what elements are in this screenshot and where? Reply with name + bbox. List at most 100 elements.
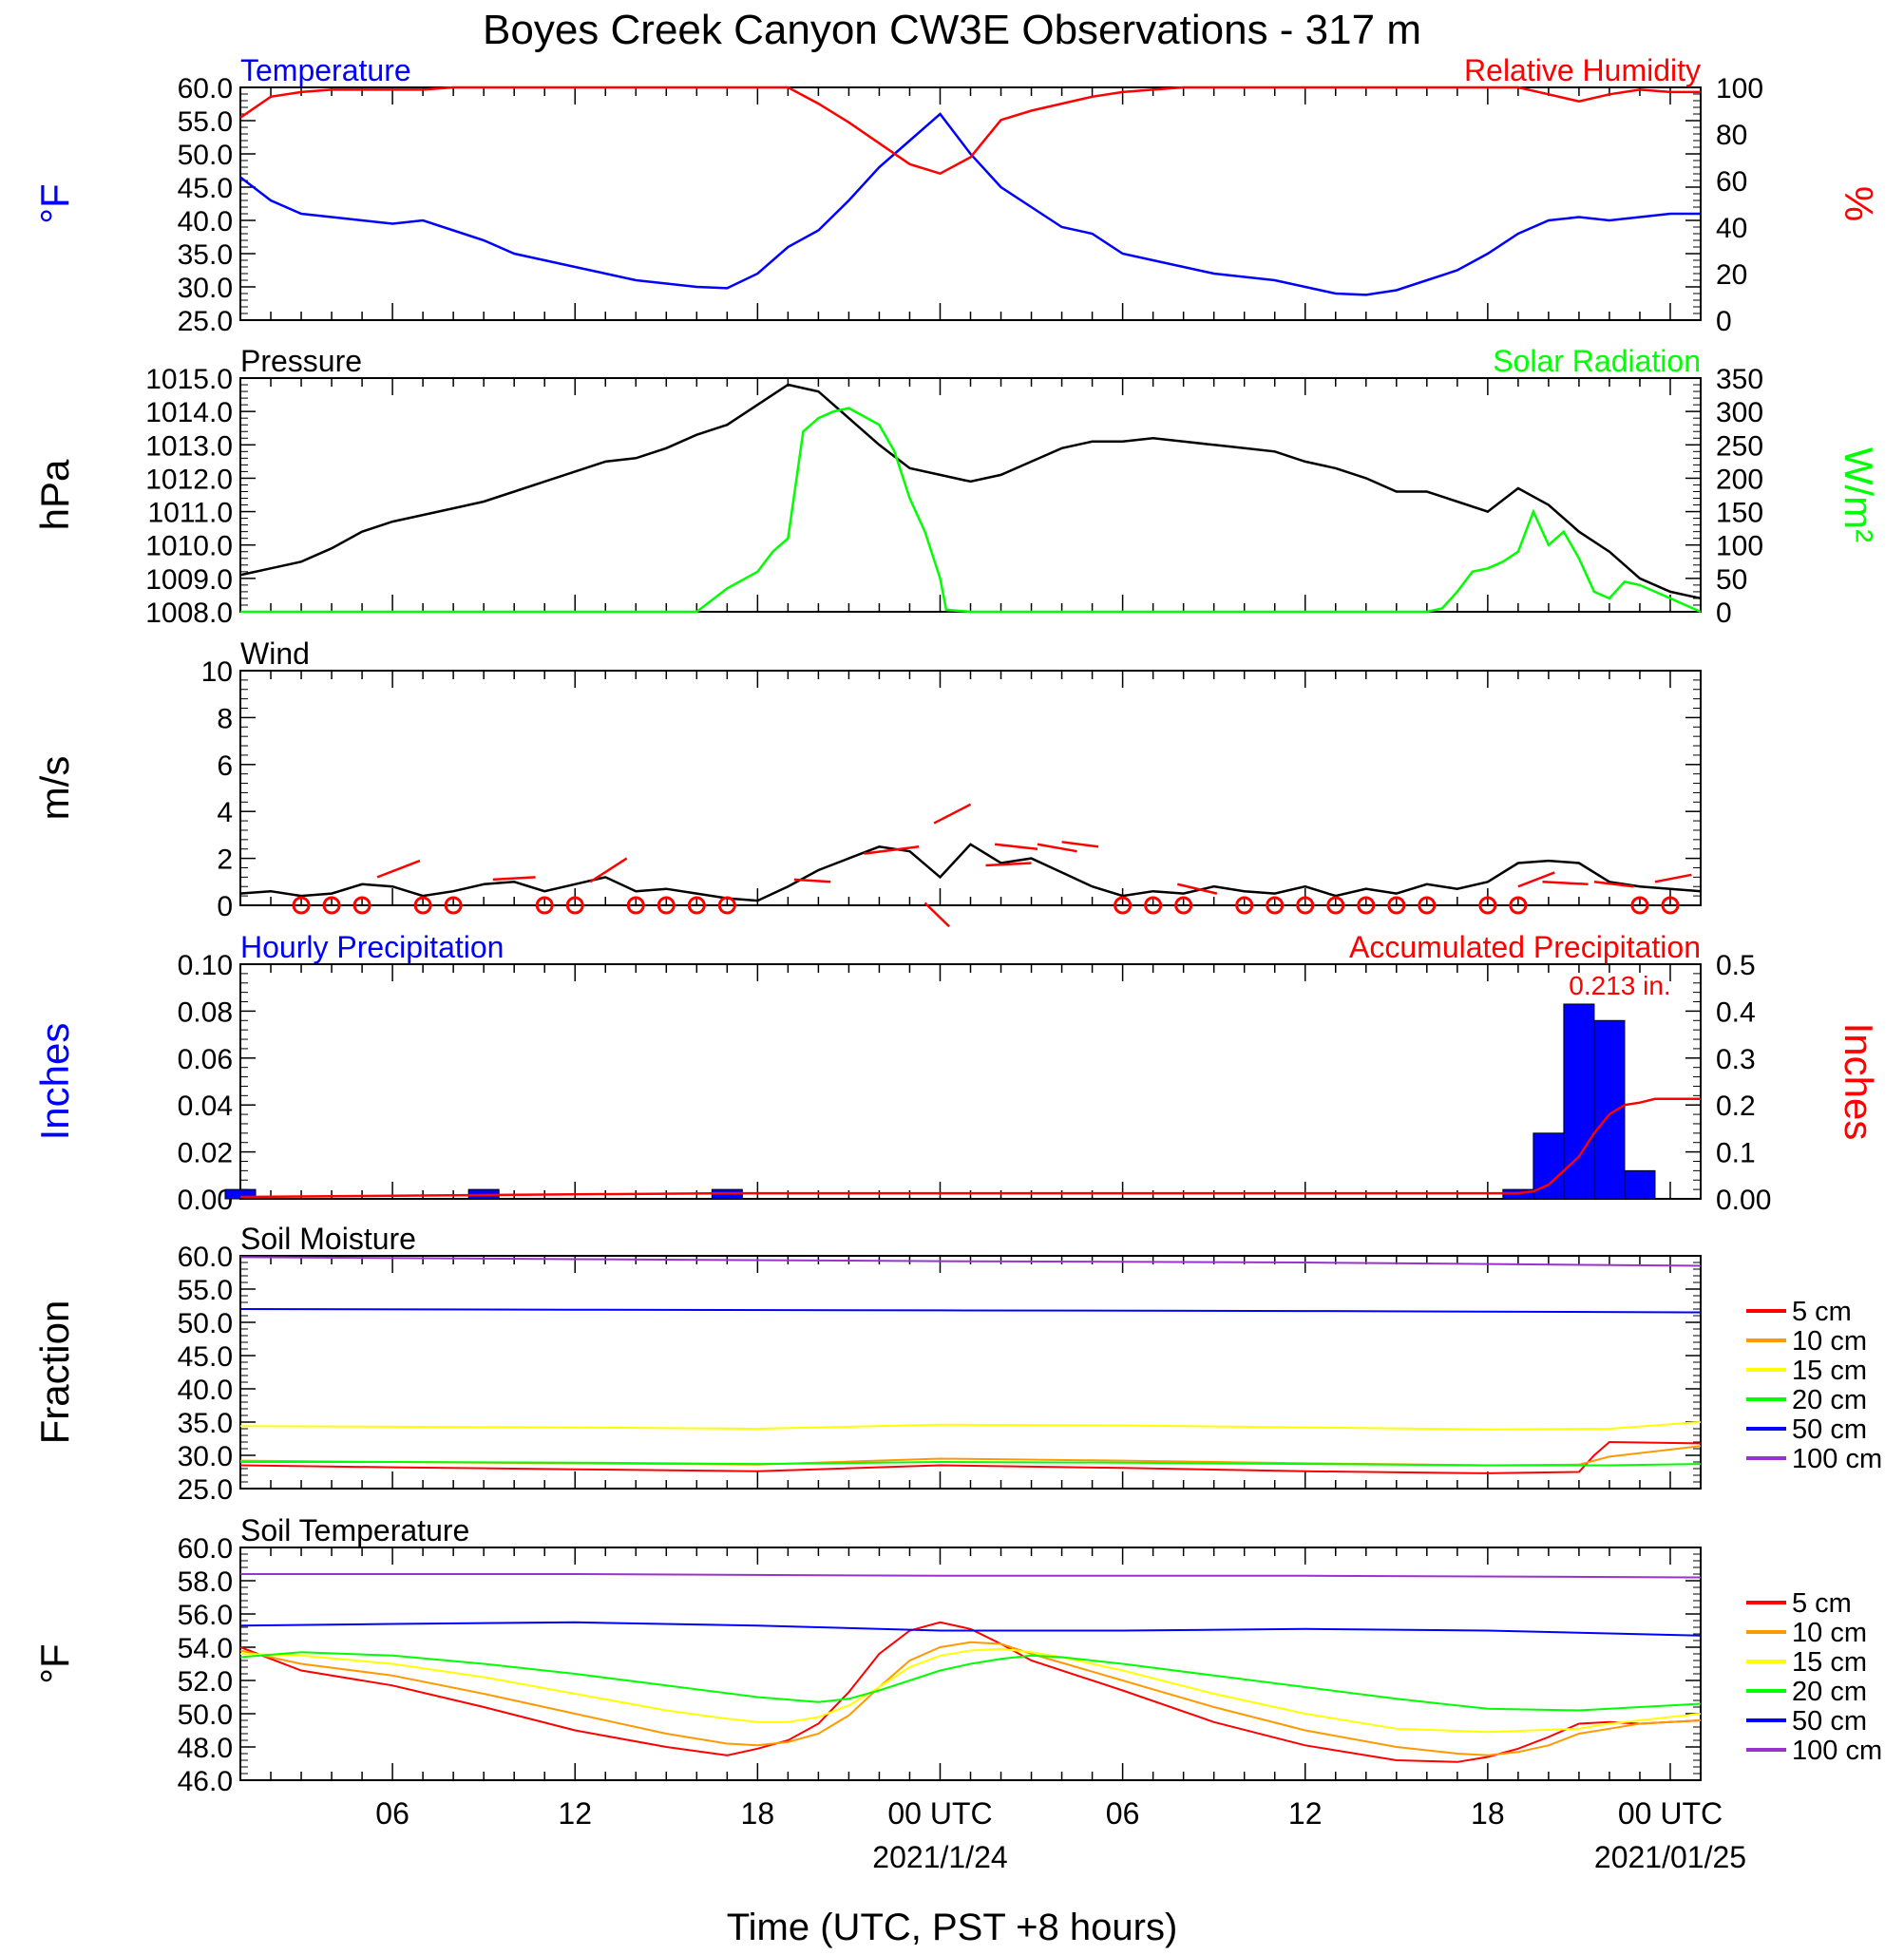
calm-wind-marker <box>535 896 554 915</box>
y-tick-label-right: 0 <box>1716 306 1732 337</box>
y-tick-label-left: 60.0 <box>178 1533 233 1565</box>
y-tick-label-right: 350 <box>1716 364 1763 395</box>
precip-bar <box>1624 1169 1656 1200</box>
series-line <box>240 1573 1702 1579</box>
wind-barb <box>1593 881 1634 888</box>
calm-wind-marker <box>626 896 645 915</box>
y-axis-label-left: °F <box>32 1643 77 1683</box>
panel-temp_rh: 60.055.050.045.040.035.030.025.0 100 80 60 4… <box>32 53 1881 337</box>
legend-label: 100 cm <box>1792 1736 1882 1766</box>
panel-soil_moisture: 60.055.050.045.040.035.030.025.0 Soil Moi… <box>32 1222 1882 1506</box>
y-tick-label-left: 56.0 <box>178 1600 233 1631</box>
series-line <box>239 1421 1702 1431</box>
y-tick-label-right: 20 <box>1716 259 1747 291</box>
panel-precip: 0.10 0.08 0.06 0.04 0.02 0.00 0.5 0.4 0.3 0.2 0.1 0… <box>32 930 1881 1216</box>
legend-label: 10 cm <box>1792 1326 1867 1357</box>
panels-group: 60.055.050.045.040.035.030.025.010080604… <box>32 53 1882 1874</box>
wind-barb <box>1037 843 1077 853</box>
wind-barb <box>492 876 536 882</box>
calm-wind-marker <box>1630 896 1649 915</box>
y-tick-label-left: 1015.0 <box>145 364 233 395</box>
y-tick-label-right: 0 <box>1716 598 1732 629</box>
y-axis-label-right: Inches <box>1837 1023 1881 1141</box>
legend-label: 5 cm <box>1792 1588 1852 1619</box>
y-axis-label-left: m/s <box>32 756 77 821</box>
y-tick-label-left: 52.0 <box>178 1666 233 1698</box>
calm-wind-marker <box>444 896 463 915</box>
legend-label: 20 cm <box>1792 1385 1867 1415</box>
legend-label: 50 cm <box>1792 1414 1867 1445</box>
y-tick-label-right: 100 <box>1716 73 1763 104</box>
calm-wind-marker <box>1114 896 1133 915</box>
y-tick-label-right: 0.00 <box>1716 1185 1771 1216</box>
wind-barb <box>923 902 950 928</box>
wind-barb <box>1517 871 1555 888</box>
panel-soil_temp: 60.058.056.054.052.050.048.046.0 Soil Tem… <box>32 1513 1882 1797</box>
y-tick-label-right: 0.1 <box>1716 1138 1756 1169</box>
y-tick-label-right: 40 <box>1716 213 1747 244</box>
legend-label: 15 cm <box>1792 1356 1867 1386</box>
x-tick-label: 00 UTC <box>887 1796 992 1831</box>
y-tick-label-left: 0.04 <box>178 1091 233 1122</box>
calm-wind-marker <box>1174 896 1193 915</box>
calm-wind-marker <box>1478 896 1497 915</box>
panel-frame <box>239 1255 1702 1490</box>
series-line <box>239 1621 1702 1763</box>
legend-label: 50 cm <box>1792 1706 1867 1737</box>
calm-wind-marker <box>565 896 584 915</box>
wind-barb <box>994 843 1038 850</box>
panel-title-right: Relative Humidity <box>1464 53 1701 87</box>
legend-label: 20 cm <box>1792 1677 1867 1707</box>
y-tick-label-left: 45.0 <box>178 173 233 204</box>
y-tick-label-left: 40.0 <box>178 206 233 237</box>
precip-total-annotation: 0.213 in. <box>1569 971 1670 1000</box>
y-tick-label-right: 0.5 <box>1716 950 1756 981</box>
calm-wind-marker <box>413 896 432 915</box>
y-tick-label-left: 4 <box>217 797 233 828</box>
calm-wind-marker <box>1387 896 1406 915</box>
y-tick-label-right: 80 <box>1716 120 1747 151</box>
x-tick-label: 00 UTC <box>1618 1796 1723 1831</box>
y-tick-label-left: 1013.0 <box>145 430 233 462</box>
y-tick-label-left: 45.0 <box>178 1341 233 1373</box>
wind-barb <box>933 803 972 825</box>
y-axis-label-left: °F <box>32 183 77 223</box>
series-line <box>239 1440 1702 1474</box>
panel-pressure_solar: 1015.01014.01013.01012.01011.01010.01009… <box>32 344 1881 629</box>
calm-wind-marker <box>1357 896 1376 915</box>
y-tick-label-left: 2 <box>217 845 233 876</box>
y-tick-label-left: 1014.0 <box>145 397 233 428</box>
calm-wind-marker <box>322 896 341 915</box>
calm-wind-marker <box>352 896 371 915</box>
panel-title-right: Solar Radiation <box>1493 344 1701 378</box>
wind-barb <box>1061 841 1099 848</box>
precip-bar <box>224 1188 257 1200</box>
calm-wind-marker <box>717 896 736 915</box>
calm-wind-marker <box>687 896 706 915</box>
precip-bar <box>1563 1003 1595 1200</box>
panel-wind: 10 8 6 4 2 0 Wind m/s <box>32 636 1702 928</box>
y-tick-label-left: 1011.0 <box>147 498 233 529</box>
chart-title: Boyes Creek Canyon CW3E Observations - 3… <box>483 7 1421 53</box>
panel-title-left: Soil Moisture <box>240 1222 416 1256</box>
y-tick-label-left: 25.0 <box>178 1474 233 1506</box>
legend-label: 5 cm <box>1792 1297 1852 1327</box>
y-tick-label-left: 0.06 <box>178 1044 233 1075</box>
y-axis-label-left: Inches <box>32 1023 77 1141</box>
panel-frame <box>239 670 1702 906</box>
calm-wind-marker <box>292 896 311 915</box>
y-tick-label-left: 0.08 <box>178 996 233 1028</box>
panel-title-left: Wind <box>240 636 310 671</box>
y-tick-label-right: 200 <box>1716 464 1763 495</box>
y-tick-label-left: 60.0 <box>178 73 233 104</box>
y-tick-label-left: 50.0 <box>178 140 233 171</box>
y-tick-label-left: 40.0 <box>178 1375 233 1406</box>
legend-label: 15 cm <box>1792 1647 1867 1678</box>
y-tick-label-left: 55.0 <box>178 1275 233 1306</box>
series-line <box>239 1308 1702 1314</box>
calm-wind-marker <box>1509 896 1528 915</box>
y-tick-label-right: 0.2 <box>1716 1091 1756 1122</box>
series-line <box>239 1651 1702 1712</box>
calm-wind-marker <box>1235 896 1254 915</box>
y-tick-label-left: 35.0 <box>178 239 233 271</box>
